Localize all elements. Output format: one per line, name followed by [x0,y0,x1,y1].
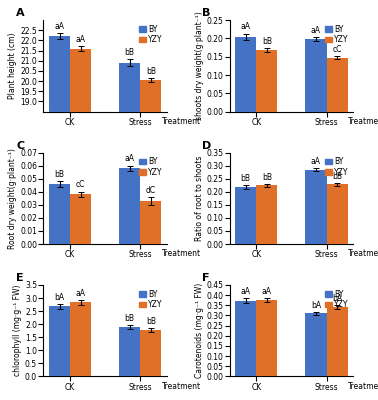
Text: aA: aA [54,22,65,31]
Text: bA: bA [332,294,342,303]
Bar [256,185,277,244]
Bar [119,63,140,400]
Text: bB: bB [146,317,156,326]
Bar [256,300,277,376]
Bar [49,306,70,376]
Legend: BY, YZY: BY, YZY [138,289,163,310]
Bar [140,330,161,376]
Bar [49,184,70,244]
Text: bB: bB [146,67,156,76]
X-axis label: Treatment: Treatment [349,382,378,391]
Text: bB: bB [125,314,135,323]
Text: bB: bB [125,48,135,57]
Y-axis label: Plant height (cm): Plant height (cm) [8,33,17,99]
Bar [70,302,91,376]
Text: bB: bB [262,37,272,46]
Bar [305,39,327,112]
Bar [235,301,256,376]
Text: B: B [202,8,211,18]
Text: aA: aA [311,26,321,35]
Text: cC: cC [332,45,342,54]
Bar [305,314,327,376]
Bar [119,168,140,244]
Bar [70,48,91,400]
Y-axis label: shoots dry weight(g·plant⁻¹): shoots dry weight(g·plant⁻¹) [195,12,204,120]
Legend: BY, YZY: BY, YZY [138,156,163,178]
Text: bA: bA [54,293,65,302]
Text: aA: aA [76,289,85,298]
Bar [305,170,327,244]
Legend: BY, YZY: BY, YZY [138,24,163,45]
Text: aA: aA [125,154,135,163]
Text: bA: bA [311,300,321,310]
Bar [119,327,140,376]
Y-axis label: Root dry weight(g·plant⁻¹): Root dry weight(g·plant⁻¹) [8,148,17,249]
Text: A: A [16,8,25,18]
Text: aA: aA [262,287,272,296]
Text: C: C [16,141,24,151]
Text: bB: bB [332,172,342,180]
Text: cC: cC [76,180,85,190]
Text: F: F [202,273,210,283]
Bar [235,187,256,244]
Bar [256,50,277,112]
Text: bB: bB [241,174,251,183]
X-axis label: Treatment: Treatment [349,250,378,258]
Text: dC: dC [146,186,156,195]
Bar [70,194,91,244]
Legend: BY, YZY: BY, YZY [324,156,349,178]
Legend: BY, YZY: BY, YZY [324,289,349,310]
Bar [327,58,347,112]
X-axis label: Treatment: Treatment [162,117,201,126]
Bar [140,80,161,400]
Text: D: D [202,141,212,151]
Text: bB: bB [54,170,65,179]
Text: E: E [16,273,24,283]
Bar [140,201,161,244]
X-axis label: Treatment: Treatment [349,117,378,126]
Y-axis label: chlorophyll (mg·g⁻¹ FW): chlorophyll (mg·g⁻¹ FW) [13,285,22,376]
Bar [235,37,256,112]
Legend: BY, YZY: BY, YZY [324,24,349,45]
Text: aA: aA [241,287,251,296]
Y-axis label: Ratio of root to shoots: Ratio of root to shoots [195,156,204,241]
X-axis label: Treatment: Treatment [162,250,201,258]
Text: bB: bB [262,173,272,182]
Y-axis label: Carotenoids (mg·g⁻¹ FW): Carotenoids (mg·g⁻¹ FW) [195,283,204,378]
Text: aA: aA [241,22,251,31]
Bar [49,36,70,400]
Bar [327,307,347,376]
Bar [327,184,347,244]
X-axis label: Treatment: Treatment [162,382,201,391]
Text: aA: aA [76,35,85,44]
Text: aA: aA [311,157,321,166]
